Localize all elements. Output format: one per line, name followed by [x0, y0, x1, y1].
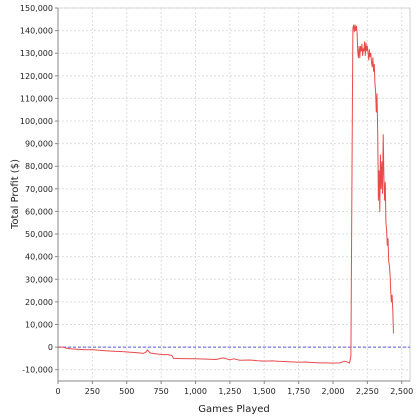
plot-area	[57, 7, 411, 382]
x-axis-ticks: 0 250 500 750 1,000 1,250 1,500 1,750 2,000 2,250…	[55, 381, 413, 396]
y-tick-label: 20,000	[25, 298, 53, 307]
x-tick-label: 250	[85, 387, 100, 396]
x-tick-label: 1,250	[218, 387, 241, 396]
y-tick-label: 30,000	[25, 275, 53, 284]
x-tick-label: 1,750	[287, 387, 310, 396]
y-tick-label: 150,000	[20, 4, 53, 13]
y-tick-label: 60,000	[25, 207, 53, 216]
y-axis-ticks: -10,000 0 10,000 20,000 30,000 40,000 50,000 60…	[20, 4, 58, 375]
series-group	[58, 24, 394, 364]
y-tick-label: 80,000	[25, 162, 53, 171]
y-tick-label: 130,000	[20, 49, 53, 58]
x-tick-label: 0	[55, 387, 60, 396]
y-tick-label: 10,000	[25, 320, 53, 329]
y-axis-title: Total Profit ($)	[10, 159, 21, 230]
x-axis-title: Games Played	[198, 404, 270, 415]
x-tick-label: 2,250	[356, 387, 379, 396]
y-tick-label: 120,000	[20, 72, 53, 81]
y-tick-label: 40,000	[25, 253, 53, 262]
y-tick-label: 70,000	[25, 185, 53, 194]
y-tick-label: 50,000	[25, 230, 53, 239]
y-tick-label: -10,000	[22, 366, 53, 375]
y-tick-label: 90,000	[25, 140, 53, 149]
x-tick-label: 2,000	[322, 387, 345, 396]
y-tick-label: 110,000	[20, 94, 53, 103]
x-tick-label: 750	[153, 387, 168, 396]
x-tick-label: 500	[119, 387, 134, 396]
y-tick-label: 140,000	[20, 27, 53, 36]
x-tick-label: 1,500	[253, 387, 276, 396]
y-tick-label: 100,000	[20, 117, 53, 126]
y-tick-label: 0	[48, 343, 53, 352]
x-tick-label: 1,000	[184, 387, 207, 396]
x-tick-label: 2,500	[390, 387, 413, 396]
profit-series-line	[58, 24, 394, 364]
